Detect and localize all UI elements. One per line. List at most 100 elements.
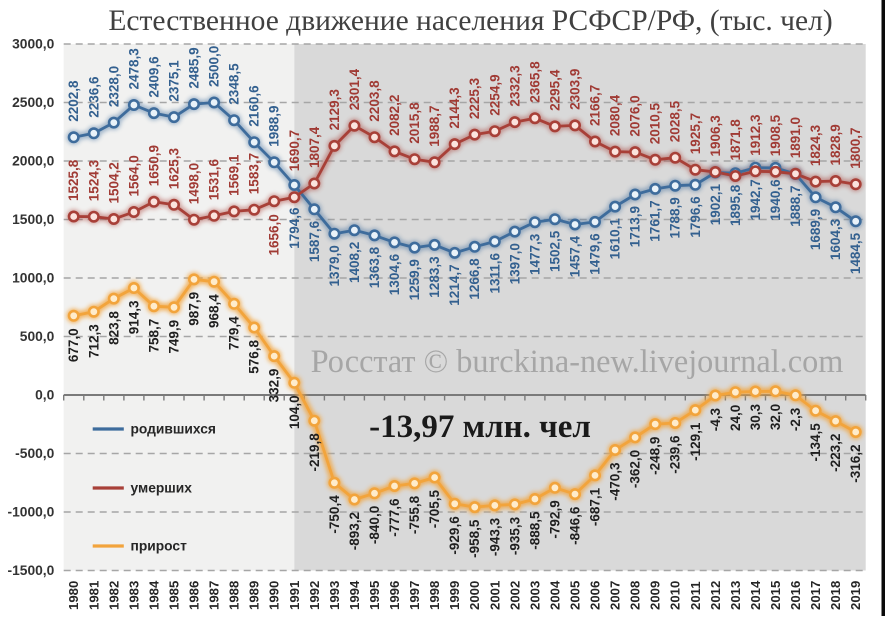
svg-text:1625,3: 1625,3 — [167, 148, 182, 190]
svg-text:1998: 1998 — [427, 581, 442, 610]
svg-text:1408,2: 1408,2 — [347, 242, 362, 283]
svg-text:1000,0: 1000,0 — [12, 271, 55, 286]
svg-text:1895,8: 1895,8 — [728, 184, 743, 226]
svg-text:2014: 2014 — [748, 580, 763, 610]
svg-text:779,4: 779,4 — [227, 316, 242, 350]
svg-text:-223,2: -223,2 — [828, 434, 843, 472]
svg-text:-846,6: -846,6 — [568, 506, 583, 545]
svg-text:2375,1: 2375,1 — [167, 60, 182, 102]
svg-text:1994: 1994 — [347, 580, 362, 610]
svg-text:1569,1: 1569,1 — [227, 154, 242, 196]
svg-text:332,9: 332,9 — [267, 369, 282, 403]
svg-text:2203,8: 2203,8 — [367, 80, 382, 122]
svg-text:-470,3: -470,3 — [608, 462, 623, 501]
svg-text:1690,7: 1690,7 — [287, 130, 302, 171]
svg-text:1500,0: 1500,0 — [12, 212, 55, 227]
svg-text:-362,0: -362,0 — [628, 450, 643, 488]
svg-text:749,9: 749,9 — [167, 320, 182, 354]
svg-text:758,7: 758,7 — [146, 319, 161, 353]
svg-text:2009: 2009 — [648, 581, 663, 610]
svg-text:-935,3: -935,3 — [507, 516, 522, 555]
svg-text:968,4: 968,4 — [207, 294, 222, 328]
svg-text:-129,1: -129,1 — [688, 422, 703, 461]
svg-text:-4,3: -4,3 — [708, 408, 723, 432]
svg-text:1985: 1985 — [167, 581, 182, 610]
svg-text:1991: 1991 — [287, 581, 302, 610]
svg-text:2012: 2012 — [708, 581, 723, 610]
svg-text:1713,9: 1713,9 — [628, 206, 643, 247]
svg-text:1989: 1989 — [247, 581, 262, 610]
svg-text:1981: 1981 — [86, 581, 101, 610]
svg-text:2019: 2019 — [848, 581, 863, 610]
svg-text:-239,6: -239,6 — [668, 435, 683, 474]
svg-text:2010: 2010 — [668, 581, 683, 610]
svg-text:-840,0: -840,0 — [367, 506, 382, 544]
svg-text:1992: 1992 — [307, 581, 322, 610]
svg-text:-687,1: -687,1 — [588, 487, 603, 526]
svg-text:прирост: прирост — [131, 539, 188, 554]
svg-text:2500,0: 2500,0 — [207, 46, 222, 87]
svg-text:2225,3: 2225,3 — [467, 77, 482, 119]
svg-text:-893,2: -893,2 — [347, 512, 362, 550]
svg-text:-248,9: -248,9 — [648, 437, 663, 475]
svg-text:1259,9: 1259,9 — [407, 259, 422, 300]
svg-text:2332,3: 2332,3 — [507, 65, 522, 107]
svg-text:1906,3: 1906,3 — [708, 115, 723, 157]
svg-text:1796,6: 1796,6 — [688, 196, 703, 238]
svg-text:-929,6: -929,6 — [447, 516, 462, 555]
svg-text:-958,5: -958,5 — [467, 519, 482, 558]
svg-text:1604,3: 1604,3 — [828, 218, 843, 260]
svg-text:712,3: 712,3 — [86, 324, 101, 358]
svg-text:1304,6: 1304,6 — [387, 253, 402, 295]
svg-text:1912,3: 1912,3 — [748, 114, 763, 156]
svg-text:1871,8: 1871,8 — [728, 119, 743, 161]
svg-text:2328,0: 2328,0 — [106, 66, 121, 107]
svg-text:-316,2: -316,2 — [848, 445, 863, 483]
svg-text:1794,6: 1794,6 — [287, 207, 302, 249]
svg-text:1650,9: 1650,9 — [146, 145, 161, 186]
svg-text:1891,0: 1891,0 — [788, 117, 803, 158]
svg-text:2160,6: 2160,6 — [247, 85, 262, 127]
svg-text:576,8: 576,8 — [247, 340, 262, 374]
svg-text:2015,8: 2015,8 — [407, 102, 422, 144]
svg-text:2301,4: 2301,4 — [347, 68, 362, 110]
svg-text:1807,4: 1807,4 — [307, 126, 322, 168]
svg-text:1800,7: 1800,7 — [848, 128, 863, 169]
svg-text:2003: 2003 — [527, 581, 542, 610]
svg-text:1999: 1999 — [447, 581, 462, 610]
svg-text:1988,7: 1988,7 — [427, 106, 442, 147]
svg-text:1363,8: 1363,8 — [367, 246, 382, 288]
svg-text:1980: 1980 — [66, 581, 81, 610]
svg-text:2082,2: 2082,2 — [387, 95, 402, 136]
svg-text:1214,7: 1214,7 — [447, 264, 462, 305]
svg-text:-705,5: -705,5 — [427, 490, 442, 529]
svg-text:2236,6: 2236,6 — [86, 76, 101, 118]
svg-text:1484,5: 1484,5 — [848, 232, 863, 274]
svg-text:1479,6: 1479,6 — [588, 233, 603, 275]
svg-text:2008: 2008 — [628, 581, 643, 610]
svg-text:30,3: 30,3 — [748, 404, 763, 431]
svg-text:2010,5: 2010,5 — [648, 103, 663, 145]
svg-text:1311,6: 1311,6 — [487, 253, 502, 294]
svg-text:2017: 2017 — [808, 581, 823, 610]
svg-text:1531,6: 1531,6 — [207, 159, 222, 201]
svg-text:-134,5: -134,5 — [808, 423, 823, 462]
svg-text:1457,4: 1457,4 — [568, 236, 583, 278]
svg-text:1828,9: 1828,9 — [828, 124, 843, 165]
svg-text:умерших: умерших — [131, 481, 193, 496]
svg-text:-943,3: -943,3 — [487, 517, 502, 556]
svg-text:-755,8: -755,8 — [407, 495, 422, 534]
svg-text:0,0: 0,0 — [35, 388, 55, 403]
svg-text:2018: 2018 — [828, 581, 843, 610]
svg-text:1610,1: 1610,1 — [608, 218, 623, 260]
svg-text:-2,3: -2,3 — [788, 407, 803, 431]
svg-text:2002: 2002 — [507, 581, 522, 610]
svg-text:1996: 1996 — [387, 581, 402, 610]
svg-text:1902,1: 1902,1 — [708, 184, 723, 226]
svg-text:3000,0: 3000,0 — [12, 37, 55, 52]
svg-text:1995: 1995 — [367, 581, 382, 610]
svg-text:1997: 1997 — [407, 581, 422, 610]
svg-text:1986: 1986 — [187, 581, 202, 610]
svg-text:987,9: 987,9 — [187, 292, 202, 326]
svg-text:1477,3: 1477,3 — [527, 233, 542, 275]
